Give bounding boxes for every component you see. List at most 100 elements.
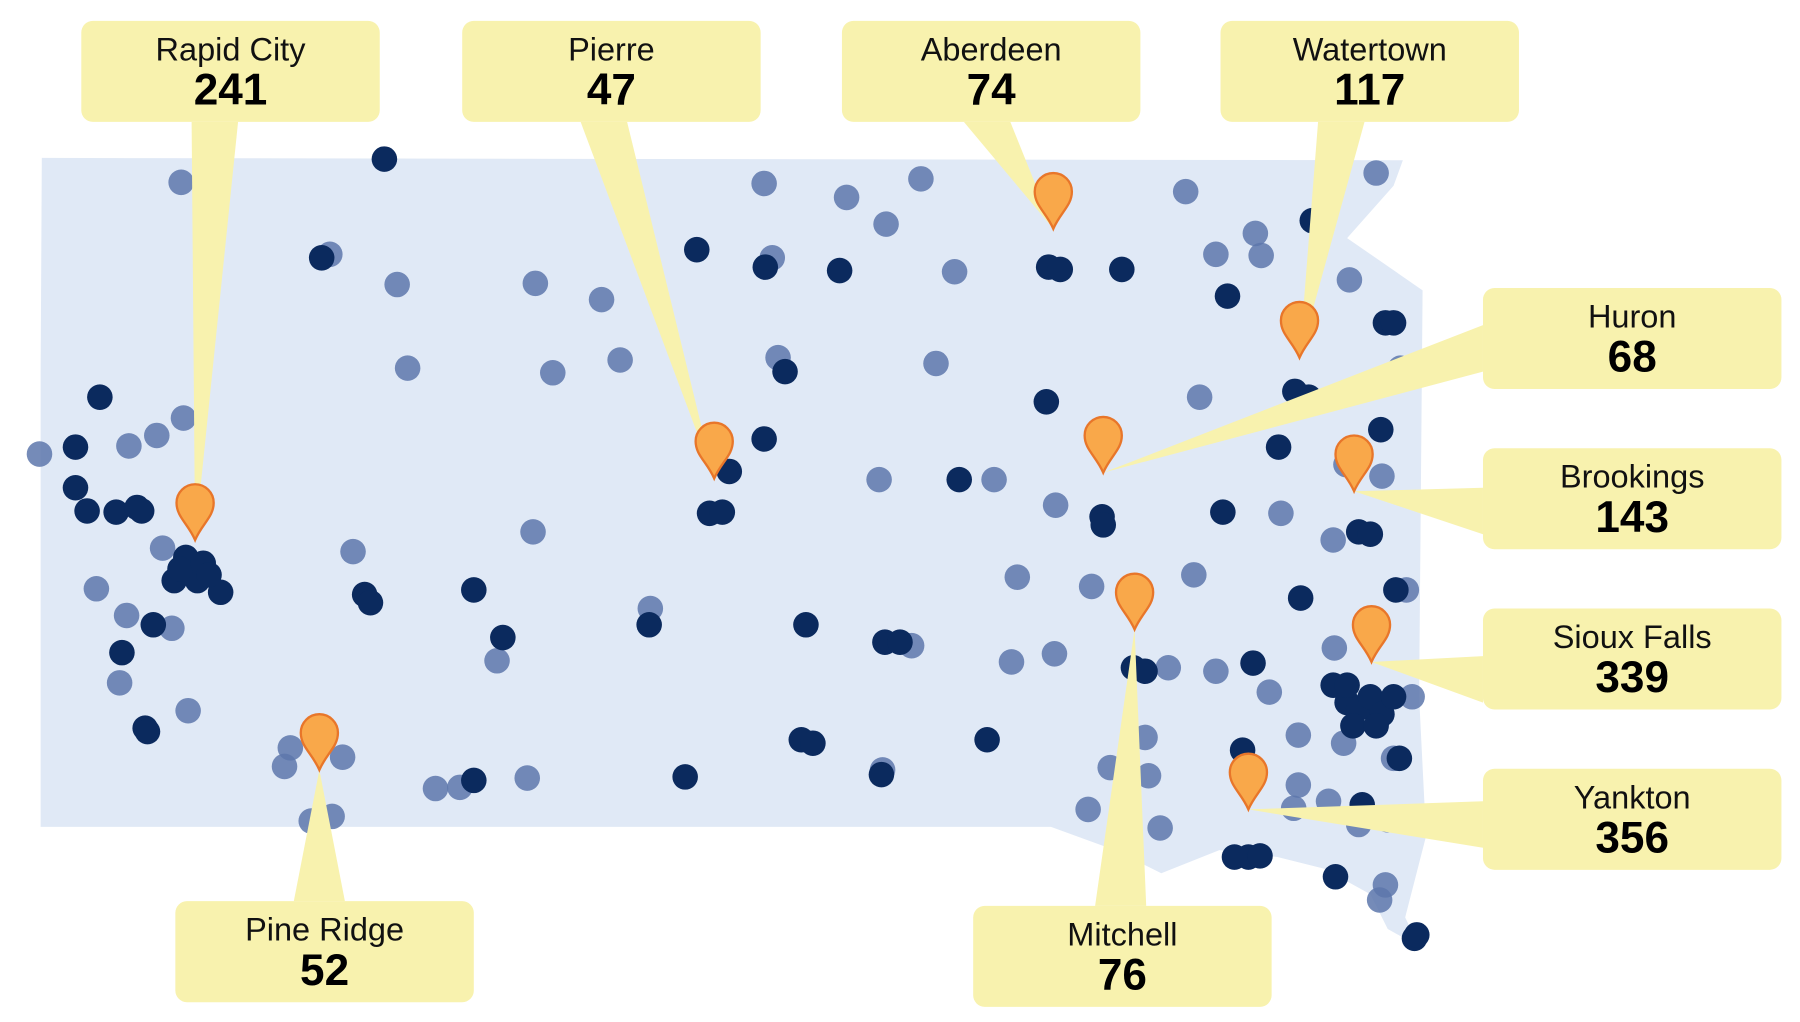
- location-dot: [1363, 713, 1389, 739]
- location-dot: [833, 184, 860, 211]
- location-dot: [62, 434, 89, 460]
- location-dot: [1147, 815, 1173, 841]
- location-dot: [357, 589, 384, 616]
- location-dot: [490, 624, 516, 651]
- location-dot: [83, 576, 110, 602]
- location-dot: [1404, 922, 1430, 948]
- location-dot: [684, 236, 710, 263]
- location-dot: [62, 474, 89, 501]
- location-dot: [196, 562, 222, 588]
- location-dot: [1321, 635, 1348, 661]
- location-dot: [1247, 843, 1273, 869]
- location-dot: [1109, 256, 1135, 283]
- location-dot: [946, 466, 973, 493]
- location-dot: [113, 602, 140, 629]
- location-dot: [772, 358, 798, 385]
- pin: [1114, 572, 1155, 633]
- callout-pointer: [1371, 656, 1483, 703]
- location-dot: [1256, 679, 1283, 705]
- location-dot: [1033, 389, 1060, 415]
- location-dot: [134, 718, 161, 745]
- location-dot: [974, 726, 1000, 753]
- location-dot: [520, 519, 546, 545]
- location-dot: [1132, 658, 1158, 685]
- location-dot: [751, 170, 777, 197]
- pin: [1083, 415, 1123, 476]
- location-dot: [1042, 492, 1069, 518]
- location-dot: [514, 765, 541, 791]
- location-dot: [140, 612, 167, 638]
- state-shape: [40, 157, 1427, 947]
- city-name: Yankton: [1574, 779, 1691, 815]
- city-name: Watertown: [1293, 31, 1447, 67]
- callout-box: [462, 20, 761, 122]
- callout-box: [841, 20, 1141, 122]
- location-dot: [128, 498, 155, 524]
- location-dot: [1135, 762, 1162, 789]
- location-dot: [1186, 384, 1213, 410]
- location-dot: [866, 466, 892, 493]
- location-dot: [461, 767, 487, 794]
- location-dot: [1090, 512, 1117, 538]
- callout-box: [1482, 768, 1782, 870]
- location-dot: [1041, 641, 1068, 667]
- location-dot: [636, 612, 662, 638]
- location-dot: [826, 257, 853, 284]
- count: 356: [1595, 813, 1669, 862]
- location-dot: [1047, 256, 1074, 283]
- location-dot: [1075, 796, 1101, 823]
- location-dot: [1369, 463, 1395, 489]
- callout-pointer: [293, 769, 345, 902]
- location-dot: [340, 538, 366, 565]
- callout-pointer: [191, 121, 239, 541]
- location-dot: [394, 355, 421, 381]
- location-dot: [1214, 283, 1241, 309]
- count: 74: [967, 66, 1017, 115]
- location-dot: [1340, 713, 1366, 739]
- callout-pointer: [963, 121, 1054, 229]
- location-dot: [1172, 178, 1199, 205]
- location-dot: [168, 169, 194, 196]
- count: 47: [587, 66, 636, 115]
- location-dot: [1399, 684, 1425, 710]
- location-dot: [800, 730, 826, 757]
- location-dot: [873, 211, 899, 237]
- location-dot: [167, 556, 193, 582]
- location-dot: [116, 433, 142, 459]
- location-dot: [998, 649, 1025, 675]
- pin: [299, 713, 340, 773]
- count: 241: [194, 66, 268, 115]
- location-dot: [1334, 672, 1360, 698]
- location-dot: [1320, 527, 1346, 553]
- location-dot: [144, 422, 170, 449]
- location-dot: [170, 405, 197, 431]
- location-dot: [1383, 577, 1409, 603]
- callout-box: [1482, 288, 1782, 390]
- callout-box: [1482, 448, 1782, 550]
- location-dot: [752, 254, 779, 280]
- location-dot: [1287, 585, 1314, 611]
- location-dot: [371, 146, 398, 172]
- location-dot: [1242, 220, 1269, 247]
- location-dot: [271, 753, 298, 780]
- callout-pointer: [1354, 487, 1483, 535]
- count: 52: [300, 946, 349, 995]
- city-name: Sioux Falls: [1553, 619, 1712, 655]
- count: 68: [1608, 333, 1657, 382]
- pin: [694, 421, 734, 482]
- location-dot: [308, 245, 335, 271]
- location-dot: [1078, 573, 1105, 600]
- location-dot: [1004, 564, 1031, 590]
- location-dot: [607, 347, 633, 373]
- location-dot: [1181, 562, 1207, 588]
